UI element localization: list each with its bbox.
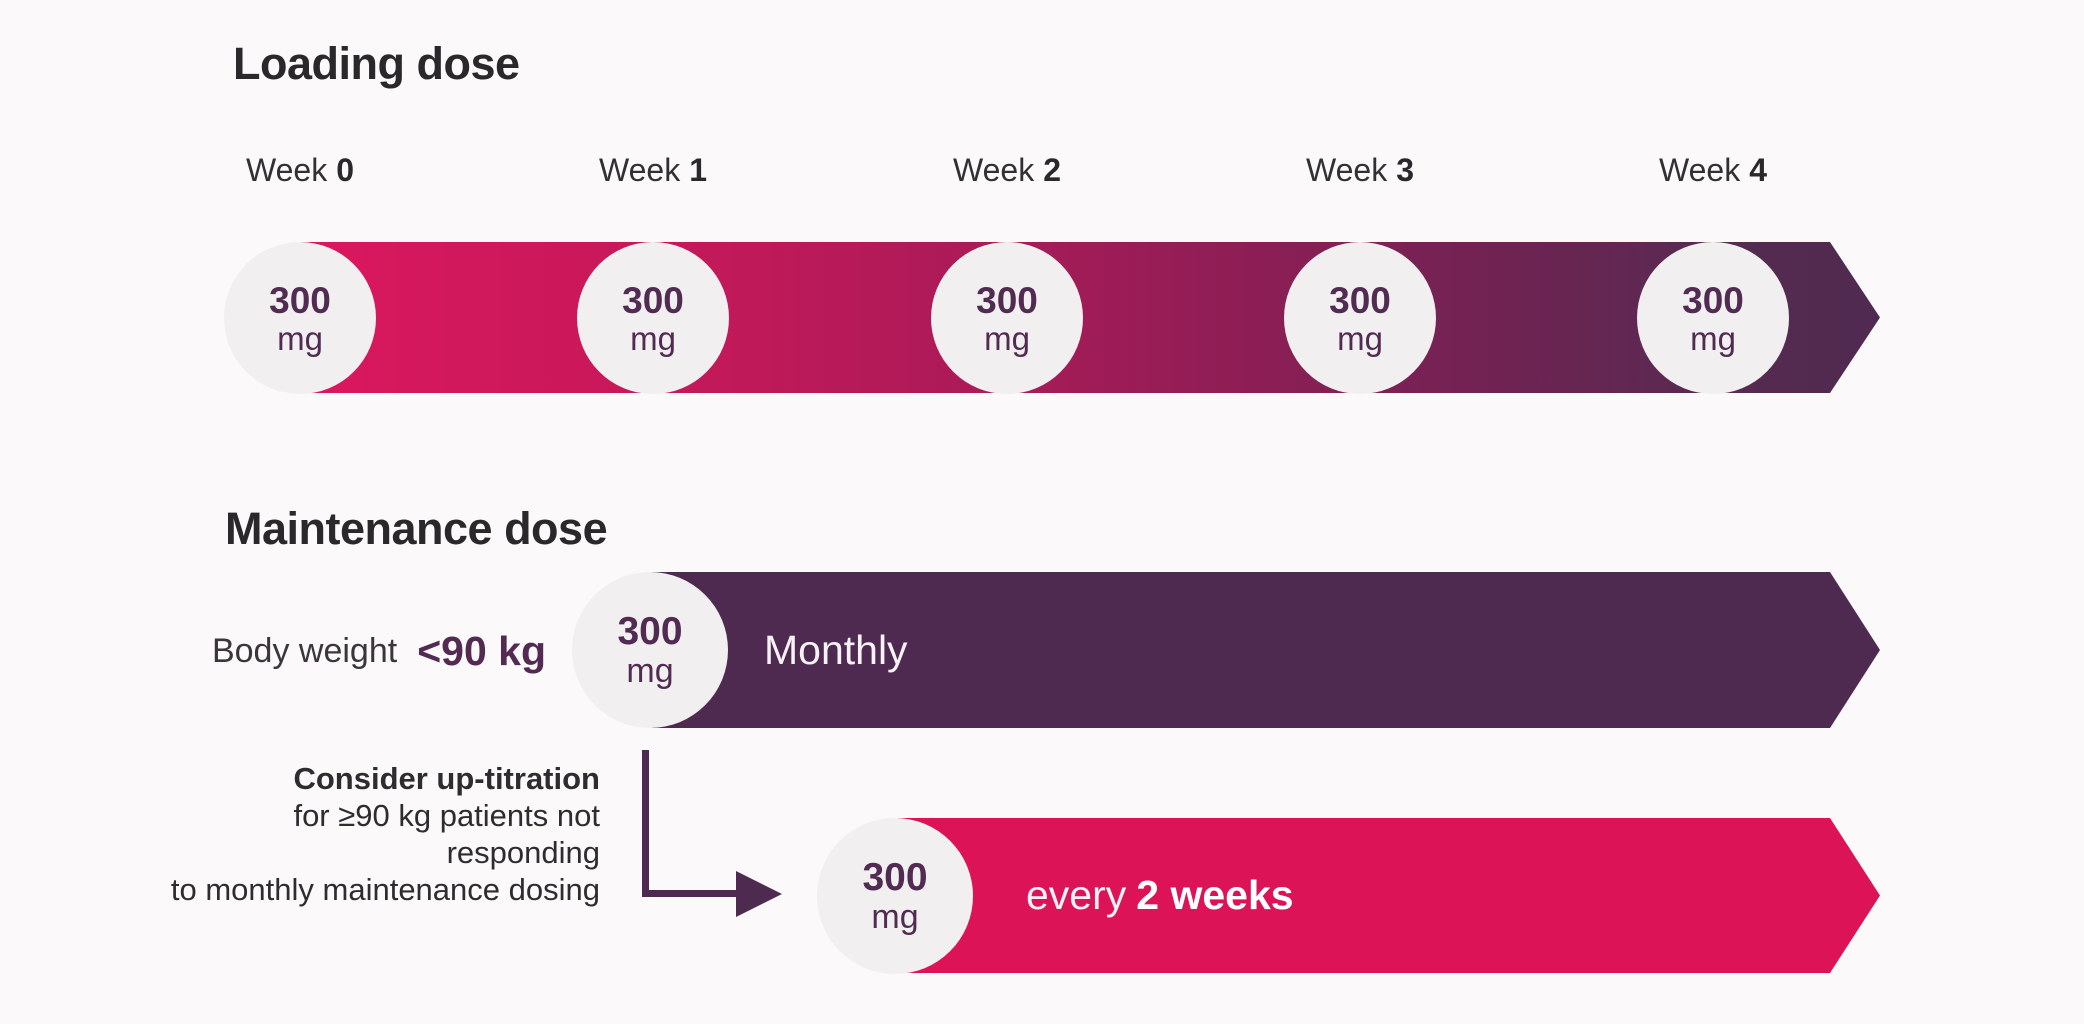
dose-circle-week-2: 300 mg: [931, 242, 1083, 394]
uptitration-connector-line-vertical: [642, 750, 649, 897]
dose-circle-week-0: 300 mg: [224, 242, 376, 394]
uptitration-note-line2: for ≥90 kg patients not responding: [293, 798, 600, 870]
uptitration-note-heading: Consider up-titration: [293, 761, 600, 796]
week-2-label: Week 2: [952, 152, 1061, 188]
biweekly-frequency-label: every 2 weeks: [1026, 872, 1294, 918]
uptitration-note: Consider up-titration for ≥90 kg patient…: [140, 760, 600, 908]
uptitration-connector-line-horizontal: [642, 890, 738, 897]
dose-circle-biweekly: 300 mg: [817, 818, 973, 974]
dose-circle-week-3: 300 mg: [1284, 242, 1436, 394]
maintenance-dose-title: Maintenance dose: [225, 503, 608, 554]
dose-circle-week-1: 300 mg: [577, 242, 729, 394]
uptitration-connector-arrowhead-icon: [736, 871, 782, 917]
body-weight-row: Body weight <90 kg: [130, 620, 546, 682]
dose-circle-week-4: 300 mg: [1637, 242, 1789, 394]
uptitration-note-line3: to monthly maintenance dosing: [170, 872, 600, 907]
loading-timeline-arrow: [300, 242, 1880, 393]
week-4-label: Week 4: [1658, 152, 1767, 188]
week-1-label: Week 1: [598, 152, 707, 188]
monthly-arrow: Monthly: [652, 572, 1880, 728]
body-weight-label: Body weight: [211, 631, 398, 670]
monthly-frequency-label: Monthly: [764, 626, 908, 673]
week-0-label: Week 0: [245, 152, 354, 188]
dose-circle-monthly: 300 mg: [572, 572, 728, 728]
week-3-label: Week 3: [1305, 152, 1414, 188]
loading-dose-title: Loading dose: [233, 38, 520, 89]
body-weight-value: <90 kg: [417, 627, 546, 674]
every-2-weeks-arrow: every 2 weeks: [898, 818, 1880, 973]
